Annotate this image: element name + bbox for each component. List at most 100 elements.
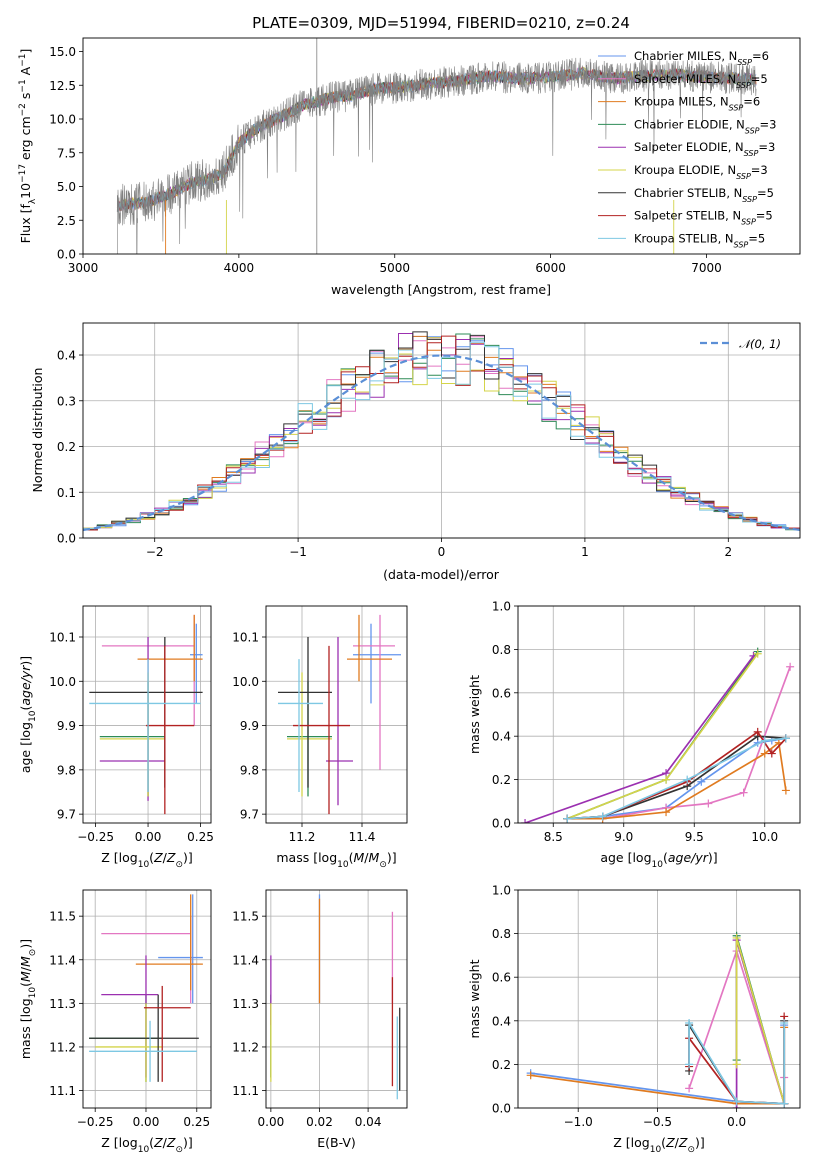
label-part: Z [166, 1135, 176, 1150]
label-part: / [163, 850, 168, 865]
y-tick-label: 0.8 [492, 643, 511, 657]
legend-entry: 𝒩(0, 1) [739, 337, 781, 351]
label-part: 10 [138, 860, 150, 870]
x-tick-label: 6000 [535, 261, 566, 275]
legend-entry: Salpeter ELODIE, NSSP=3 [634, 140, 775, 158]
axes-frame [517, 605, 801, 824]
panel-age-vs-Z: −0.25 0.00 0.25 9.7 9.8 9.9 10.0 10.1 [49, 605, 214, 845]
y-tick-label: 10.0 [49, 113, 76, 127]
legend-text: Chabrier STELIB, N [634, 186, 742, 200]
y-tick-label: 0.4 [57, 349, 76, 363]
y-tick-label: 0.4 [492, 1014, 511, 1028]
x-tick-label: −2 [146, 545, 164, 559]
plot-area [83, 331, 800, 532]
y-tick-label: 1.0 [492, 600, 511, 614]
panel-weight-vs-Z: −1.0 −0.5 0.0 0.0 0.2 0.4 0.6 0.8 1.0 [492, 884, 801, 1129]
grid [83, 606, 211, 823]
label-part: mass weight [467, 675, 482, 754]
legend-entry: Kroupa STELIB, NSSP=5 [634, 231, 765, 249]
label-part: age/yr [668, 850, 709, 865]
label-part: −1 [18, 79, 28, 92]
label-part: / [18, 966, 33, 971]
y-tick-label: 0.4 [492, 730, 511, 744]
weight-point-7 [767, 749, 776, 758]
x-tick-label: 0.25 [187, 830, 214, 844]
legend-text: Kroupa STELIB, N [634, 231, 734, 245]
label-part: −1 [18, 54, 28, 67]
axes-frame [82, 37, 801, 255]
legend-entry: Salpeter MILES, NSSP=5 [634, 72, 768, 90]
label-part: ⊙ [687, 1145, 695, 1155]
y-tick-label: 0.3 [57, 394, 76, 408]
plot-area [116, 38, 757, 254]
x-tick-label: 0.0 [727, 1115, 746, 1129]
normal-reference-curve [83, 354, 800, 532]
legend-sub: SSP [745, 126, 760, 135]
weight-point-8 [598, 812, 607, 821]
label-part: M [369, 850, 380, 865]
label-part: −17 [18, 164, 28, 183]
x-tick-label: 0.02 [306, 1115, 333, 1129]
y-axis-label: age [log10(age/yr)] [18, 656, 38, 773]
label-part: mass [log [276, 850, 337, 865]
x-tick-label: 4000 [224, 261, 255, 275]
grid [518, 889, 800, 1109]
label-part: age [log [600, 850, 651, 865]
weight-point-2 [781, 786, 790, 795]
label-part: λ [28, 198, 38, 204]
y-tick-label: 0.2 [492, 1058, 511, 1072]
legend-text: Chabrier ELODIE, N [634, 117, 745, 131]
weight-point-4 [521, 819, 530, 823]
panel-age-vs-mass: 11.2 11.4 9.7 9.8 9.9 10.0 10.1 [232, 605, 408, 844]
plot-area [270, 894, 401, 1100]
legend-text: Chabrier MILES, N [634, 49, 737, 63]
x-axis-label: Z [log10(Z/Z⊙)] [613, 1135, 705, 1155]
y-axis-label: mass weight [467, 675, 482, 754]
label-part: Z [678, 1135, 688, 1150]
x-axis-label: mass [log10(M/M⊙)] [276, 850, 396, 870]
plot-area [521, 647, 795, 823]
grid [266, 606, 407, 823]
weight-point-2 [760, 749, 769, 758]
legend-text: Kroupa ELODIE, N [634, 163, 736, 177]
legend-value: =3 [760, 117, 777, 131]
x-tick-label: −0.25 [77, 1115, 114, 1129]
y-tick-label: 11.2 [49, 1040, 76, 1054]
weight-point-8 [563, 814, 572, 823]
legend-value: =3 [751, 163, 768, 177]
legend-entry: Kroupa ELODIE, NSSP=3 [634, 163, 768, 181]
y-tick-label: 10.0 [49, 675, 76, 689]
x-tick-label: 9.5 [685, 830, 704, 844]
y-axis-label: mass weight [467, 959, 482, 1038]
y-tick-label: 12.5 [49, 79, 76, 93]
legend-sub: SSP [742, 194, 757, 203]
legend-sub: SSP [729, 103, 744, 112]
y-tick-label: 11.1 [49, 1084, 76, 1098]
label-part: / [675, 1135, 680, 1150]
ticks: 0.00 0.02 0.04 11.1 11.2 11.3 11.4 11.5 [232, 910, 381, 1129]
x-tick-label: 5000 [379, 261, 410, 275]
label-part: Flux [f [18, 204, 33, 244]
x-axis-label: E(B-V) [317, 1135, 356, 1150]
x-tick-label: 2 [724, 545, 732, 559]
y-tick-label: 7.5 [57, 146, 76, 160]
weight-point-1 [704, 799, 713, 808]
axes-frame [82, 322, 801, 539]
y-tick-label: 9.9 [57, 719, 76, 733]
label-part: ( [149, 1135, 154, 1150]
label-part: )] [18, 656, 33, 666]
ticks: −2 −1 0 1 2 0.0 0.1 0.2 0.3 0.4 [57, 349, 732, 559]
axes-frame [517, 889, 801, 1109]
ticks: −0.25 0.00 0.25 9.7 9.8 9.9 10.0 10.1 [49, 631, 214, 845]
legend-value: =5 [748, 231, 765, 245]
legend-sub: SSP [737, 58, 752, 67]
plot-area [278, 614, 401, 815]
x-tick-label: 3000 [68, 261, 99, 275]
x-axis-label: (data-model)/error [383, 567, 500, 582]
label-part: −2 [18, 103, 28, 116]
panel-spectrum: 3000 4000 5000 6000 7000 0.0 2.5 5.0 7.5 10.0 12.5… [49, 37, 801, 275]
x-axis-label: wavelength [Angstrom, rest frame] [331, 282, 551, 297]
y-tick-label: 9.8 [57, 763, 76, 777]
label-part: ( [18, 706, 33, 711]
x-tick-label: 0.00 [258, 1115, 285, 1129]
